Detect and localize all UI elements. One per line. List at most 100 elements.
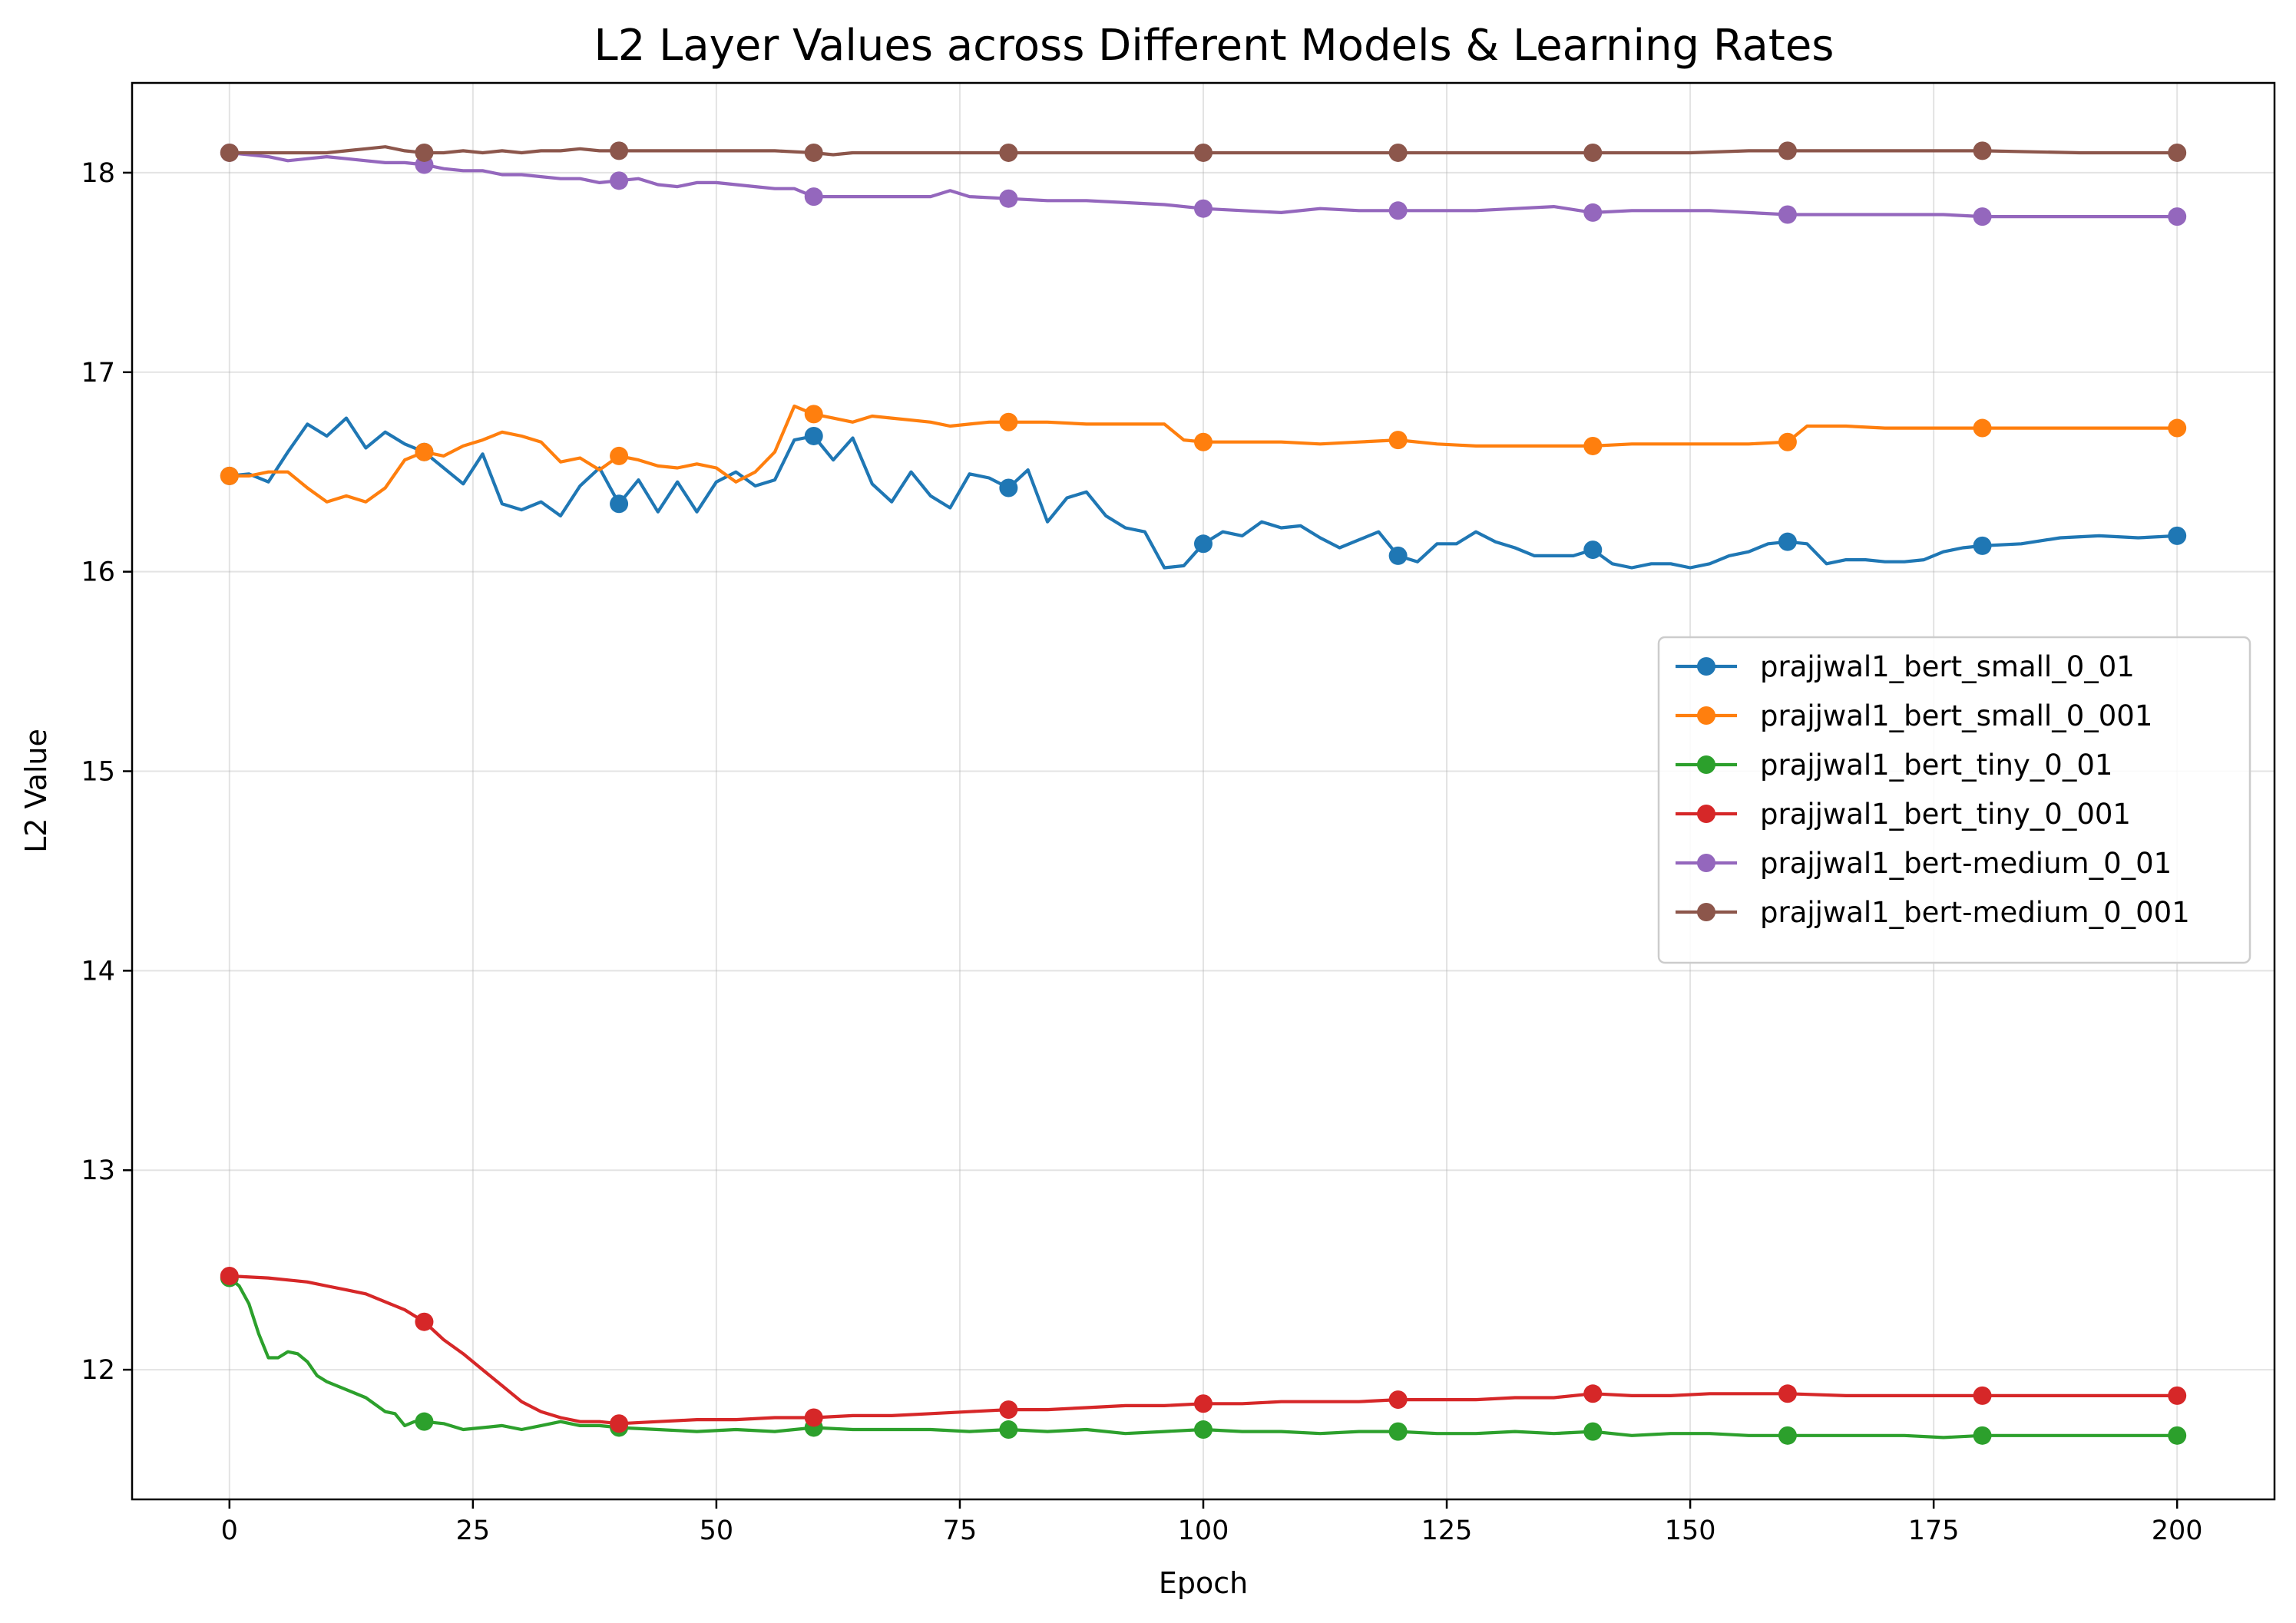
data-point-marker xyxy=(1583,1422,1603,1441)
data-point-marker xyxy=(804,426,823,445)
data-point-marker xyxy=(2168,526,2187,545)
data-point-marker xyxy=(2168,1426,2187,1445)
data-point-marker xyxy=(1973,141,1992,160)
data-point-marker xyxy=(1778,1426,1797,1445)
y-axis: 12 13 14 15 16 17 18 xyxy=(81,158,132,1386)
legend-entry: prajjwal1_bert_tiny_0_001 xyxy=(1676,798,2131,831)
legend-marker-swatch xyxy=(1697,706,1715,725)
data-point-marker xyxy=(610,494,629,514)
y-tick-label: 12 xyxy=(81,1355,115,1386)
x-tick-label: 0 xyxy=(221,1516,238,1546)
data-point-marker xyxy=(1388,431,1408,450)
x-tick-label: 200 xyxy=(2152,1516,2203,1546)
data-point-marker xyxy=(1388,1390,1408,1410)
legend-entry: prajjwal1_bert-medium_0_001 xyxy=(1676,896,2190,929)
data-point-marker xyxy=(1973,418,1992,438)
series-prajjwal1_bert_small_0_001 xyxy=(220,404,2187,504)
legend-label: prajjwal1_bert_small_0_001 xyxy=(1760,699,2152,732)
data-point-marker xyxy=(1194,1420,1213,1440)
data-point-marker xyxy=(2168,418,2187,438)
series-line xyxy=(229,404,2178,504)
data-point-marker xyxy=(1973,1426,1992,1445)
legend-box xyxy=(1657,636,2251,964)
data-point-marker xyxy=(1388,1422,1408,1441)
legend-label: prajjwal1_bert-medium_0_01 xyxy=(1760,847,2172,880)
data-point-marker xyxy=(1973,1386,1992,1405)
x-tick-label: 75 xyxy=(943,1516,978,1546)
data-point-marker xyxy=(999,1400,1018,1420)
data-point-marker xyxy=(1194,534,1213,554)
data-point-marker xyxy=(610,446,629,465)
data-point-marker xyxy=(1194,1394,1213,1413)
data-point-marker xyxy=(1388,143,1408,162)
data-point-marker xyxy=(1778,1384,1797,1403)
x-tick-label: 100 xyxy=(1178,1516,1229,1546)
x-axis-label: Epoch xyxy=(1159,1566,1248,1600)
legend-marker-swatch xyxy=(1697,903,1715,921)
data-point-marker xyxy=(610,1414,629,1433)
x-axis: 0 25 50 75 100 125 150 175 200 xyxy=(221,1499,2203,1546)
y-axis-label: L2 Value xyxy=(19,729,53,853)
series-line xyxy=(229,1274,2178,1426)
data-point-marker xyxy=(1583,436,1603,455)
data-point-marker xyxy=(2168,143,2187,162)
legend-entry: prajjwal1_bert_tiny_0_01 xyxy=(1676,749,2112,782)
data-point-marker xyxy=(1194,199,1213,218)
data-point-marker xyxy=(1778,205,1797,224)
x-tick-label: 175 xyxy=(1908,1516,1960,1546)
series-line xyxy=(229,150,2178,219)
legend-label: prajjwal1_bert_small_0_01 xyxy=(1760,650,2135,683)
legend-marker-swatch xyxy=(1697,755,1715,774)
y-tick-label: 17 xyxy=(81,358,115,388)
legend-marker-swatch xyxy=(1697,854,1715,872)
x-tick-label: 125 xyxy=(1421,1516,1473,1546)
data-point-marker xyxy=(1778,432,1797,451)
data-point-marker xyxy=(999,1420,1018,1440)
data-point-marker xyxy=(220,466,239,485)
data-point-marker xyxy=(1973,536,1992,555)
data-point-marker xyxy=(1583,540,1603,560)
data-point-marker xyxy=(1778,141,1797,160)
y-tick-label: 13 xyxy=(81,1155,115,1186)
legend-entry: prajjwal1_bert_small_0_01 xyxy=(1676,650,2135,683)
data-point-marker xyxy=(2168,207,2187,226)
legend-entry: prajjwal1_bert-medium_0_01 xyxy=(1676,847,2172,880)
series-prajjwal1_bert_tiny_0_001 xyxy=(220,1266,2187,1433)
legend-label: prajjwal1_bert_tiny_0_01 xyxy=(1760,749,2112,782)
data-point-marker xyxy=(804,143,823,162)
series-prajjwal1_bert-medium_0_001 xyxy=(220,141,2187,162)
data-point-marker xyxy=(610,171,629,190)
data-point-marker xyxy=(804,405,823,424)
legend-entry: prajjwal1_bert_small_0_001 xyxy=(1676,699,2152,732)
y-tick-label: 14 xyxy=(81,956,115,987)
data-point-marker xyxy=(1194,143,1213,162)
y-tick-label: 18 xyxy=(81,158,115,189)
data-point-marker xyxy=(999,189,1018,208)
data-point-marker xyxy=(1388,201,1408,220)
data-point-marker xyxy=(1583,203,1603,222)
data-point-marker xyxy=(1194,432,1213,451)
y-tick-label: 15 xyxy=(81,757,115,788)
data-point-marker xyxy=(1583,143,1603,162)
series-layer xyxy=(220,141,2187,1445)
data-point-marker xyxy=(415,1312,434,1331)
data-point-marker xyxy=(999,412,1018,431)
grid xyxy=(132,83,2274,1499)
data-point-marker xyxy=(804,187,823,207)
series-line xyxy=(229,416,2178,570)
data-point-marker xyxy=(415,1412,434,1431)
data-point-marker xyxy=(220,143,239,162)
data-point-marker xyxy=(804,1408,823,1427)
data-point-marker xyxy=(999,143,1018,162)
data-point-marker xyxy=(1583,1384,1603,1403)
x-tick-label: 50 xyxy=(700,1516,734,1546)
data-point-marker xyxy=(220,1266,239,1285)
y-tick-label: 16 xyxy=(81,557,115,588)
data-point-marker xyxy=(415,143,434,162)
legend-label: prajjwal1_bert-medium_0_001 xyxy=(1760,896,2190,929)
chart-title: L2 Layer Values across Different Models … xyxy=(594,21,1834,71)
data-point-marker xyxy=(415,442,434,461)
data-point-marker xyxy=(610,141,629,160)
legend: prajjwal1_bert_small_0_01 prajjwal1_bert_… xyxy=(1657,636,2251,964)
legend-marker-swatch xyxy=(1697,657,1715,676)
